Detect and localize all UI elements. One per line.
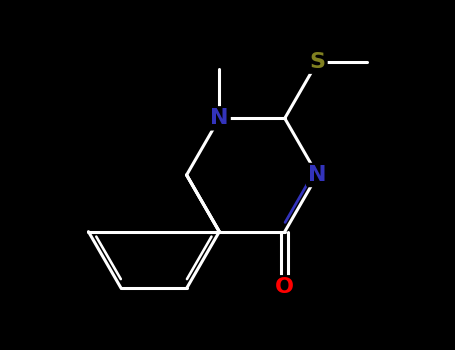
Text: S: S <box>309 52 325 72</box>
Text: N: N <box>210 108 228 128</box>
Text: N: N <box>308 165 327 185</box>
Text: O: O <box>275 277 294 297</box>
